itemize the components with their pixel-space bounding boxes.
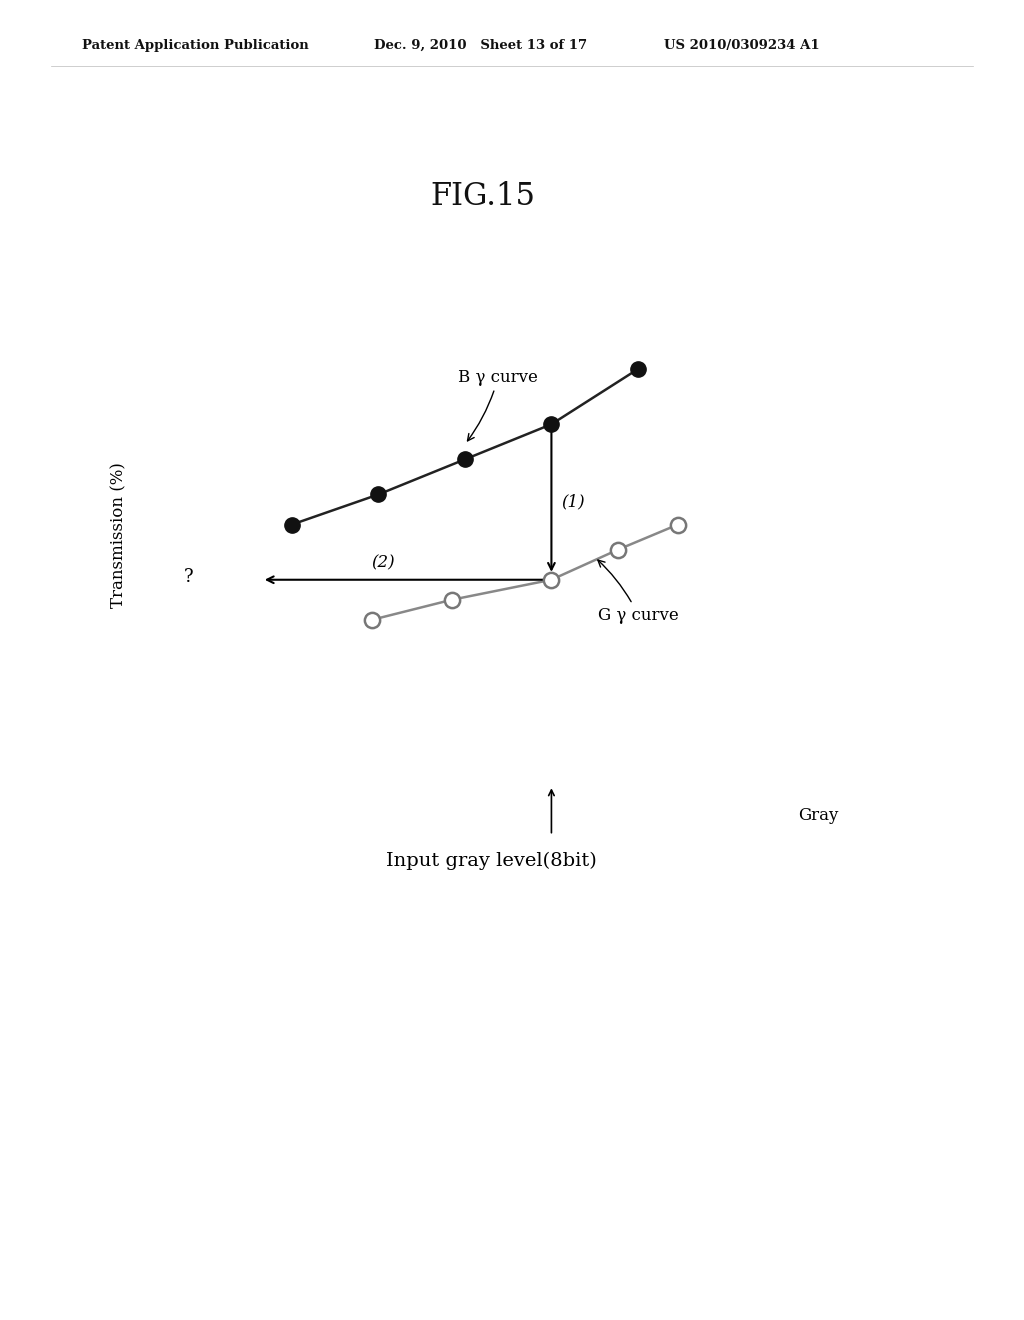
Text: (1): (1) (561, 494, 585, 511)
Text: G γ curve: G γ curve (598, 560, 679, 624)
Text: (2): (2) (372, 554, 395, 572)
Text: FIG.15: FIG.15 (430, 181, 536, 211)
Text: Transmission (%): Transmission (%) (111, 462, 127, 607)
Text: Input gray level(8bit): Input gray level(8bit) (386, 851, 597, 870)
Text: B γ curve: B γ curve (459, 368, 539, 441)
Text: Gray: Gray (798, 807, 838, 824)
Text: Dec. 9, 2010   Sheet 13 of 17: Dec. 9, 2010 Sheet 13 of 17 (374, 38, 587, 51)
Text: Patent Application Publication: Patent Application Publication (82, 38, 308, 51)
Text: ?: ? (184, 568, 194, 586)
Text: US 2010/0309234 A1: US 2010/0309234 A1 (664, 38, 819, 51)
